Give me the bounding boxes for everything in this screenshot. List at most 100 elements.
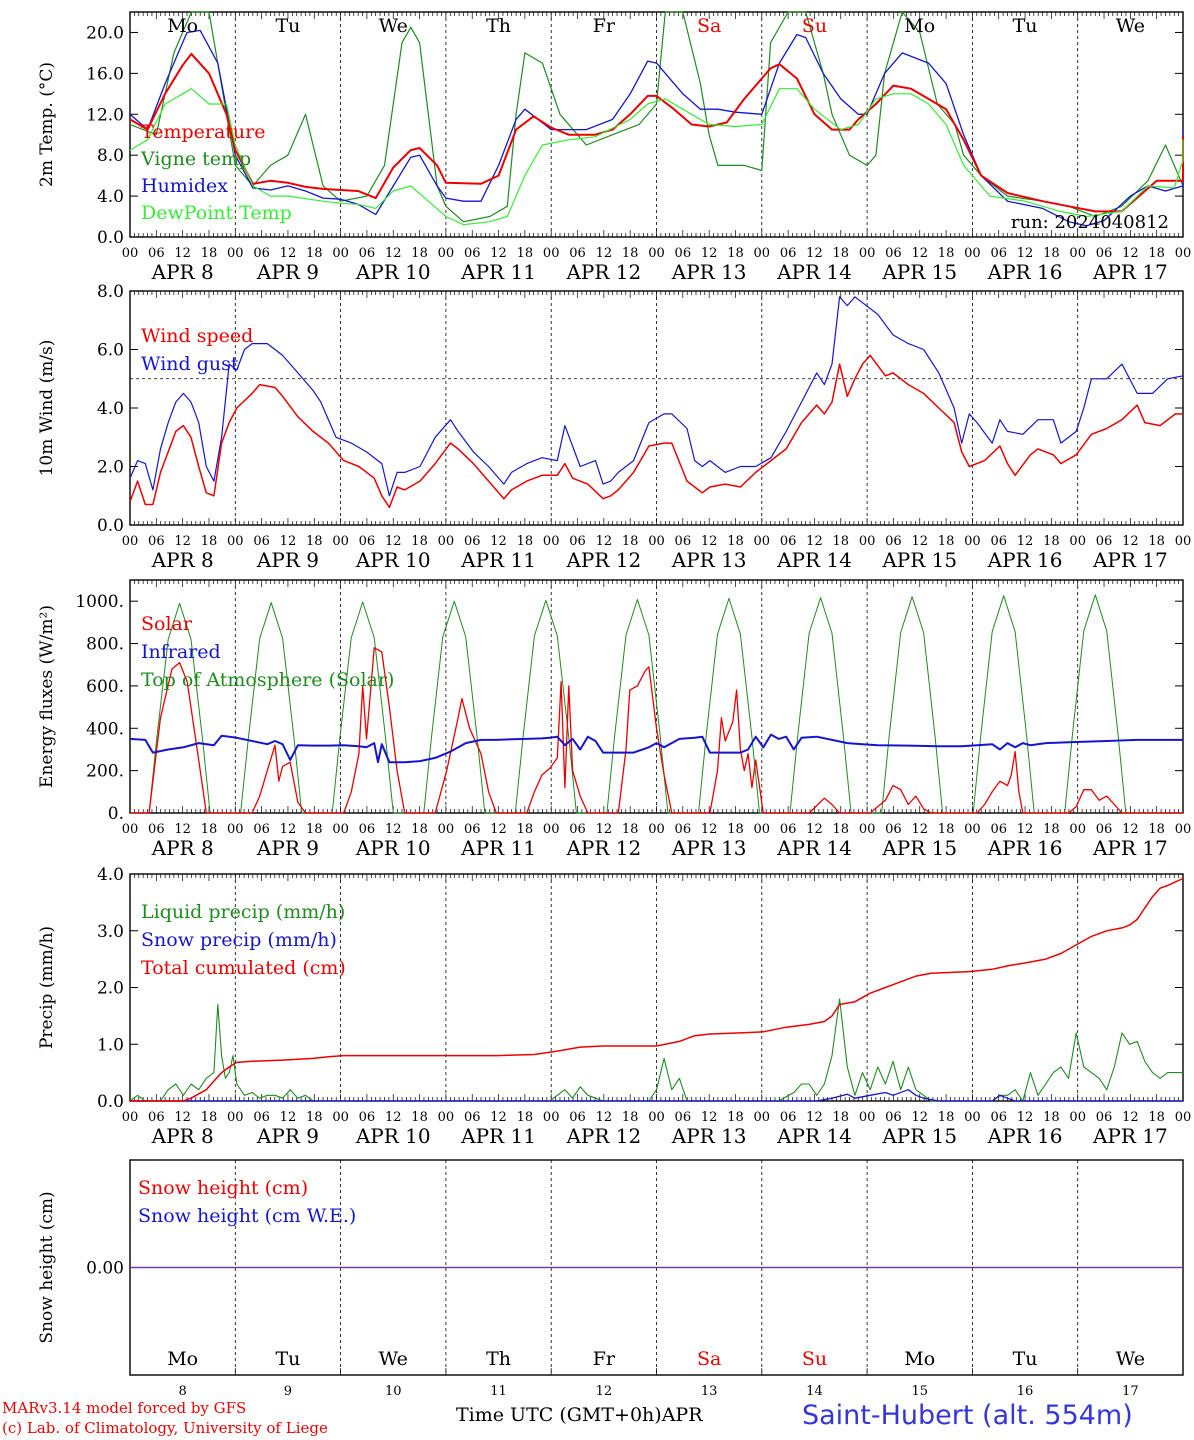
date-label: APR 11 xyxy=(460,260,536,284)
run-label: run: 2024040812 xyxy=(1011,212,1169,233)
legend-entry: DewPoint Temp xyxy=(141,202,292,224)
hour-label: 00 xyxy=(859,1110,876,1125)
hour-label: 00 xyxy=(332,534,349,549)
date-label: APR 12 xyxy=(565,836,641,860)
series-wind-speed xyxy=(129,354,1183,509)
hour-label: 00 xyxy=(648,1110,665,1125)
hour-label: 12 xyxy=(385,534,402,549)
hour-label: 18 xyxy=(938,246,955,261)
day-name: Sa xyxy=(697,15,721,37)
hour-label: 00 xyxy=(543,822,560,837)
hour-label: 18 xyxy=(938,534,955,549)
hour-label: 18 xyxy=(517,822,534,837)
hour-label: 12 xyxy=(280,534,297,549)
y-tick-label: 1000. xyxy=(75,592,124,612)
date-label: APR 11 xyxy=(460,836,536,860)
hour-label: 18 xyxy=(201,822,218,837)
footer-credit-model: MARv3.14 model forced by GFS xyxy=(2,1399,247,1417)
hour-label: 06 xyxy=(464,534,481,549)
y-tick-label: 16.0 xyxy=(86,64,124,84)
hour-label: 00 xyxy=(438,246,455,261)
day-name: Mo xyxy=(904,1348,935,1370)
hour-label: 00 xyxy=(543,1110,560,1125)
hour-label: 00 xyxy=(1175,822,1192,837)
hour-label: 06 xyxy=(1096,246,1113,261)
hour-label: 00 xyxy=(227,1110,244,1125)
series-snow-precip-mm-h- xyxy=(130,1089,1183,1102)
date-label: APR 10 xyxy=(355,548,431,572)
hour-label: 06 xyxy=(1096,822,1113,837)
hour-label: 18 xyxy=(727,822,744,837)
y-tick-label: 200. xyxy=(86,762,124,782)
date-label: APR 12 xyxy=(565,1124,641,1148)
y-tick-label: 0.0 xyxy=(97,228,124,248)
date-label: APR 15 xyxy=(881,548,957,572)
hour-label: 06 xyxy=(1096,534,1113,549)
hour-label: 06 xyxy=(569,822,586,837)
hour-label: 00 xyxy=(1175,534,1192,549)
series-solar xyxy=(130,647,1183,814)
hour-label: 00 xyxy=(754,246,771,261)
hour-label: 12 xyxy=(1017,534,1034,549)
date-label: APR 8 xyxy=(151,836,214,860)
date-label: APR 12 xyxy=(565,548,641,572)
y-tick-label: 0. xyxy=(108,804,124,824)
day-name: Fr xyxy=(593,1348,616,1370)
hour-label: 00 xyxy=(543,534,560,549)
hour-label: 12 xyxy=(174,822,191,837)
day-name: Th xyxy=(486,1348,511,1370)
day-name: Mo xyxy=(167,15,198,37)
day-name: We xyxy=(379,1348,408,1370)
hour-label: 12 xyxy=(596,246,613,261)
hour-label: 00 xyxy=(754,822,771,837)
hour-label: 06 xyxy=(359,246,376,261)
date-label: APR 14 xyxy=(776,836,852,860)
hour-label: 18 xyxy=(833,822,850,837)
hour-label: 06 xyxy=(990,822,1007,837)
hour-label: 12 xyxy=(490,246,507,261)
hour-label: 06 xyxy=(675,246,692,261)
hour-label: 12 xyxy=(1017,246,1034,261)
hour-label: 18 xyxy=(1043,534,1060,549)
y-tick-label: 20.0 xyxy=(86,23,124,43)
hour-label: 12 xyxy=(280,246,297,261)
y-tick-label: 8.0 xyxy=(97,282,124,302)
y-tick-label: 2.0 xyxy=(97,458,124,478)
hour-label: 18 xyxy=(727,1110,744,1125)
hour-label: 18 xyxy=(306,246,323,261)
day-name: We xyxy=(379,15,408,37)
date-label: APR 17 xyxy=(1092,260,1168,284)
day-number: 9 xyxy=(284,1384,292,1399)
hour-label: 12 xyxy=(280,1110,297,1125)
legend-entry: Snow height (cm) xyxy=(138,1177,308,1199)
hour-label: 18 xyxy=(833,246,850,261)
hour-label: 12 xyxy=(1122,246,1139,261)
legend-entry: Snow height (cm W.E.) xyxy=(138,1205,356,1227)
hour-label: 06 xyxy=(569,1110,586,1125)
day-name: Tu xyxy=(1013,1348,1038,1370)
hour-label: 18 xyxy=(411,1110,428,1125)
hour-label: 06 xyxy=(780,246,797,261)
hour-label: 00 xyxy=(332,822,349,837)
legend-entry: Infrared xyxy=(141,641,221,663)
date-label: APR 8 xyxy=(151,1124,214,1148)
hour-label: 00 xyxy=(859,534,876,549)
hour-label: 12 xyxy=(911,534,928,549)
hour-label: 12 xyxy=(911,822,928,837)
y-tick-label: 2.0 xyxy=(97,979,124,999)
hour-label: 12 xyxy=(490,822,507,837)
hour-label: 12 xyxy=(385,822,402,837)
hour-label: 18 xyxy=(1148,246,1165,261)
hour-label: 06 xyxy=(675,1110,692,1125)
date-label: APR 8 xyxy=(151,260,214,284)
hour-label: 18 xyxy=(517,246,534,261)
day-name: Th xyxy=(486,15,511,37)
hour-label: 18 xyxy=(1148,534,1165,549)
footer-time-label: Time UTC (GMT+0h) xyxy=(456,1404,662,1426)
date-label: APR 9 xyxy=(256,260,319,284)
legend-entry: Wind gust xyxy=(141,353,239,375)
hour-label: 12 xyxy=(1122,534,1139,549)
hour-label: 12 xyxy=(385,1110,402,1125)
y-tick-label: 3.0 xyxy=(97,922,124,942)
date-label: APR 10 xyxy=(355,260,431,284)
